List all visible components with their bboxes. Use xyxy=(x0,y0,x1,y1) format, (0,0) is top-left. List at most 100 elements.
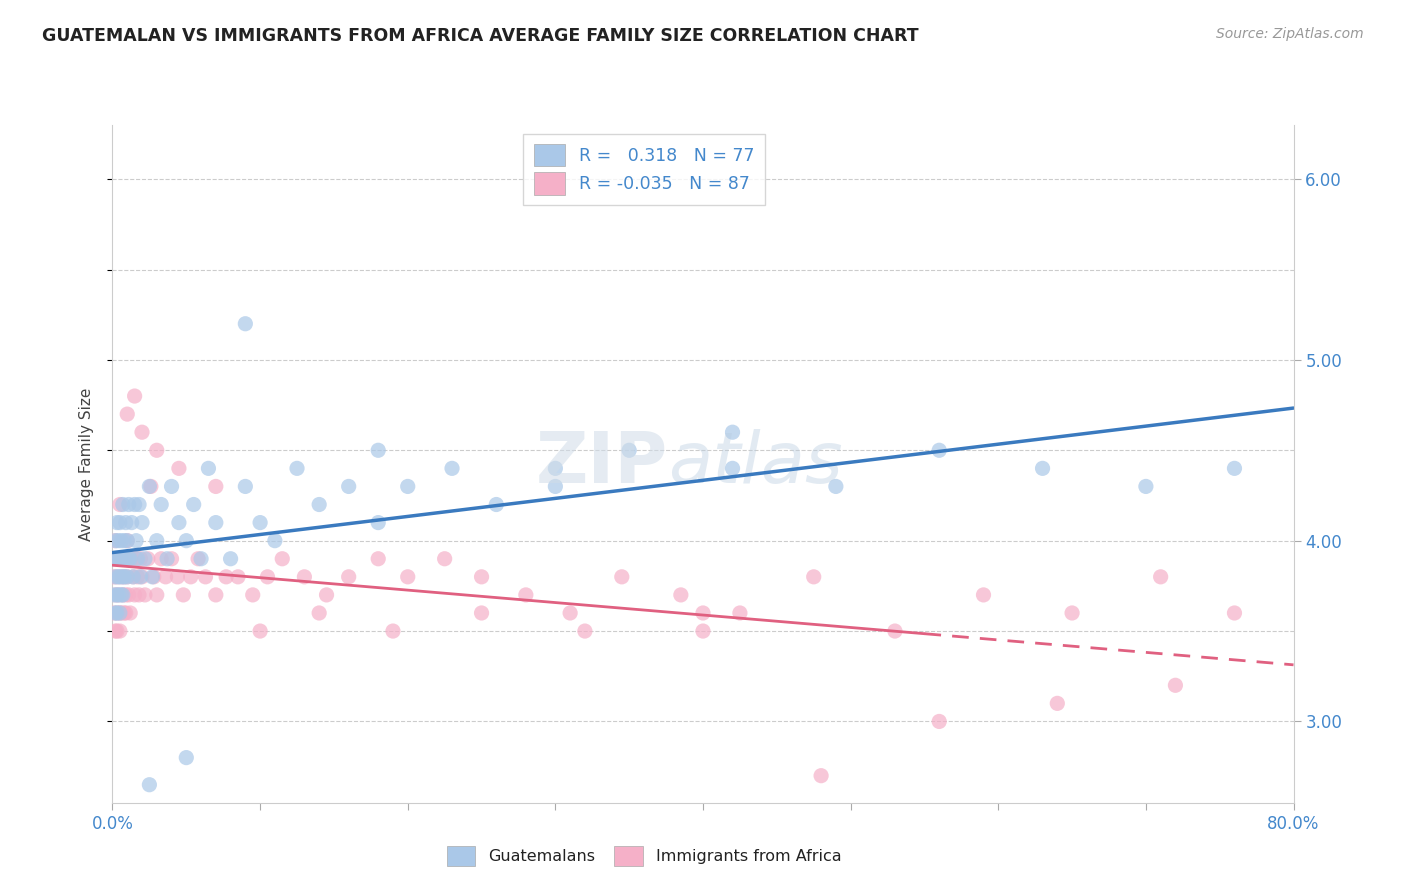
Point xyxy=(205,588,228,602)
Point xyxy=(103,588,125,602)
Point xyxy=(292,570,315,584)
Point xyxy=(167,516,190,530)
Point xyxy=(127,551,149,566)
Text: Source: ZipAtlas.com: Source: ZipAtlas.com xyxy=(1216,27,1364,41)
Point xyxy=(124,498,146,512)
Point xyxy=(125,533,148,548)
Point xyxy=(111,551,134,566)
Point xyxy=(396,570,419,584)
Point xyxy=(233,317,256,331)
Point xyxy=(515,588,537,602)
Point xyxy=(112,533,135,548)
Point xyxy=(441,461,464,475)
Point xyxy=(197,461,219,475)
Point xyxy=(110,570,132,584)
Point xyxy=(271,551,294,566)
Point xyxy=(172,588,194,602)
Point xyxy=(619,443,641,458)
Point xyxy=(396,479,419,493)
Point xyxy=(150,551,173,566)
Point xyxy=(194,570,217,584)
Point xyxy=(131,570,153,584)
Point xyxy=(146,443,169,458)
Point xyxy=(108,606,131,620)
Point xyxy=(242,588,264,602)
Point xyxy=(574,624,596,638)
Point xyxy=(160,551,183,566)
Point xyxy=(105,516,128,530)
Point xyxy=(104,606,127,620)
Point xyxy=(367,443,389,458)
Point xyxy=(108,606,131,620)
Point xyxy=(118,588,141,602)
Point xyxy=(108,551,131,566)
Point xyxy=(180,570,202,584)
Point xyxy=(433,551,456,566)
Point xyxy=(111,588,134,602)
Point xyxy=(692,606,714,620)
Point xyxy=(610,570,633,584)
Point xyxy=(105,551,128,566)
Point xyxy=(112,606,135,620)
Point xyxy=(174,533,197,548)
Point xyxy=(544,479,567,493)
Point xyxy=(1032,461,1054,475)
Point xyxy=(205,516,228,530)
Point xyxy=(103,570,125,584)
Point xyxy=(205,479,228,493)
Point xyxy=(107,551,129,566)
Point xyxy=(721,461,744,475)
Text: ZIP: ZIP xyxy=(536,429,668,499)
Point xyxy=(112,570,135,584)
Point xyxy=(107,588,129,602)
Point xyxy=(285,461,308,475)
Point xyxy=(928,714,950,729)
Legend: Guatemalans, Immigrants from Africa: Guatemalans, Immigrants from Africa xyxy=(440,839,848,872)
Point xyxy=(485,498,508,512)
Point xyxy=(156,551,179,566)
Point xyxy=(105,570,128,584)
Point xyxy=(107,570,129,584)
Point xyxy=(1135,479,1157,493)
Point xyxy=(166,570,188,584)
Point xyxy=(187,551,209,566)
Y-axis label: Average Family Size: Average Family Size xyxy=(79,387,94,541)
Point xyxy=(183,498,205,512)
Point xyxy=(118,551,141,566)
Text: atlas: atlas xyxy=(668,429,842,499)
Point xyxy=(105,606,128,620)
Point xyxy=(131,516,153,530)
Point xyxy=(142,570,165,584)
Point xyxy=(120,606,142,620)
Point xyxy=(105,606,128,620)
Point xyxy=(160,479,183,493)
Point xyxy=(124,389,146,403)
Point xyxy=(233,479,256,493)
Point xyxy=(117,533,138,548)
Point xyxy=(139,479,162,493)
Point xyxy=(928,443,950,458)
Point xyxy=(131,425,153,440)
Point xyxy=(264,533,287,548)
Point xyxy=(125,551,148,566)
Point xyxy=(129,551,152,566)
Point xyxy=(256,570,278,584)
Point xyxy=(107,588,129,602)
Point xyxy=(1223,606,1246,620)
Point xyxy=(249,516,271,530)
Point xyxy=(111,588,134,602)
Point xyxy=(108,570,131,584)
Point xyxy=(134,551,156,566)
Point xyxy=(558,606,582,620)
Text: GUATEMALAN VS IMMIGRANTS FROM AFRICA AVERAGE FAMILY SIZE CORRELATION CHART: GUATEMALAN VS IMMIGRANTS FROM AFRICA AVE… xyxy=(42,27,918,45)
Point xyxy=(174,750,197,764)
Point xyxy=(470,606,494,620)
Point xyxy=(1164,678,1187,692)
Point xyxy=(103,551,125,566)
Point xyxy=(129,570,152,584)
Point xyxy=(692,624,714,638)
Point xyxy=(219,551,242,566)
Point xyxy=(103,606,125,620)
Point xyxy=(315,588,337,602)
Point xyxy=(104,624,127,638)
